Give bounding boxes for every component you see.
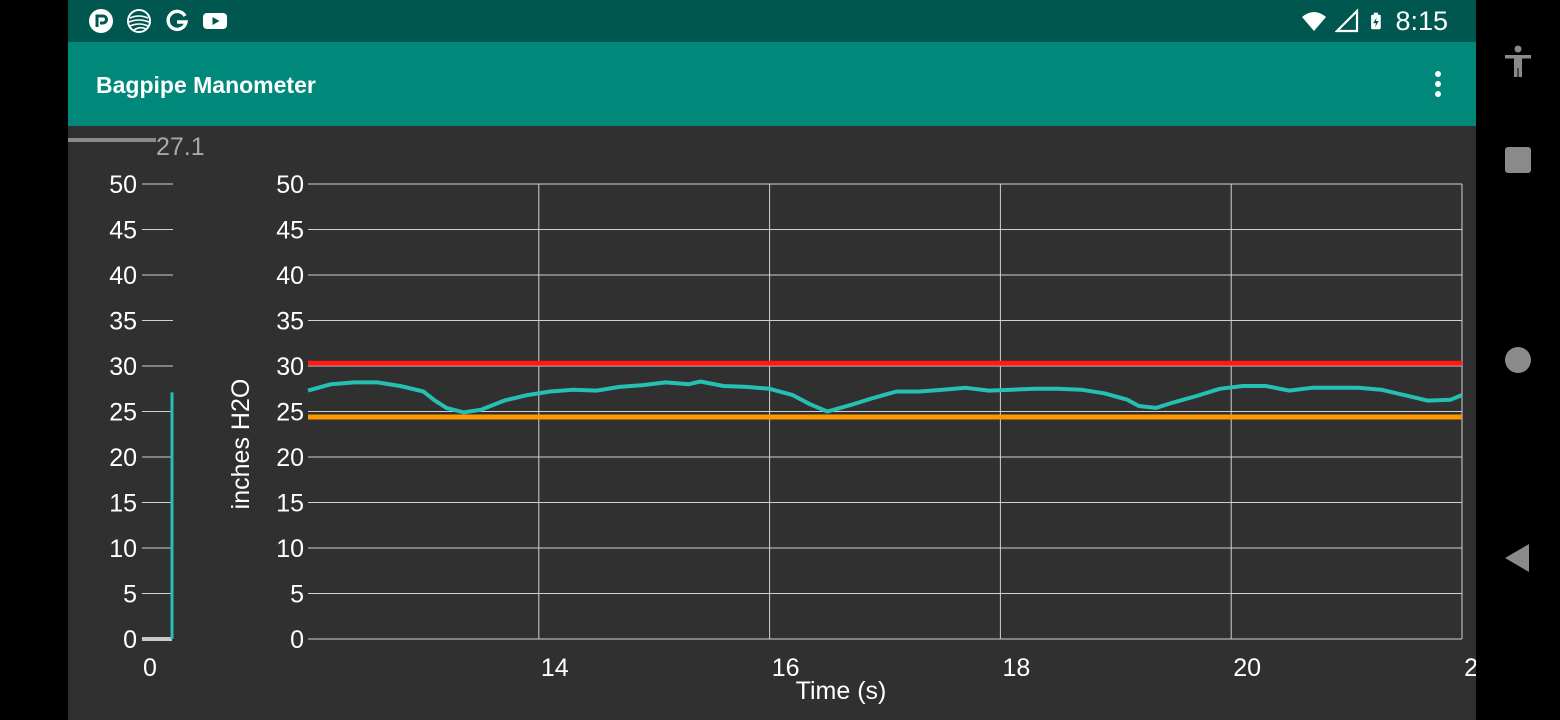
content-area: 27.1 0 5 10 15 20 25 30 35 40 45 50 0 0 5 10 15 20 25 30… — [68, 126, 1476, 720]
chart-x-axis: 14 16 18 20 22 — [541, 654, 1476, 682]
gauge-tick-label: 45 — [109, 217, 137, 245]
back-triangle-icon[interactable] — [1500, 540, 1536, 576]
app-title: Bagpipe Manometer — [96, 72, 316, 98]
x-axis-label: Time (s) — [796, 677, 887, 705]
gauge-tick-label: 40 — [109, 262, 137, 290]
app-r-icon — [89, 9, 113, 33]
google-icon — [166, 9, 189, 32]
y-tick-label: 45 — [276, 217, 304, 245]
phone-screen: 8:15 Bagpipe Manometer 27.1 0 5 10 15 20 25 30… — [68, 0, 1476, 720]
accessibility-icon[interactable] — [1500, 44, 1536, 80]
gauge-tick-label: 35 — [109, 308, 137, 336]
y-tick-label: 25 — [276, 399, 304, 427]
home-circle-icon[interactable] — [1500, 342, 1536, 378]
y-axis-label: inches H2O — [227, 379, 255, 510]
chart-grid — [308, 183, 1463, 640]
gauge-tick-label: 10 — [109, 535, 137, 563]
more-vert-icon[interactable] — [1426, 68, 1450, 102]
gauge-y-axis: 0 5 10 15 20 25 30 35 40 45 50 — [109, 171, 173, 654]
recents-square-icon[interactable] — [1500, 142, 1536, 178]
manometer-chart: 27.1 0 5 10 15 20 25 30 35 40 45 50 0 0 5 10 15 20 25 30… — [68, 133, 1476, 705]
gauge-tick-label: 20 — [109, 444, 137, 472]
pressure-series-line — [307, 379, 1463, 415]
y-tick-label: 50 — [276, 171, 304, 199]
gauge-value-label: 27.1 — [156, 133, 205, 161]
gauge-tick-label: 30 — [109, 353, 137, 381]
x-tick-label: 20 — [1233, 654, 1261, 682]
gauge-x-tick-label: 0 — [143, 654, 157, 682]
signal-icon — [1335, 8, 1359, 33]
y-tick-label: 35 — [276, 308, 304, 336]
status-bar: 8:15 — [68, 0, 1476, 42]
y-tick-label: 5 — [290, 581, 304, 609]
clock: 8:15 — [1395, 6, 1448, 36]
pressure-series-points — [307, 381, 1463, 413]
youtube-icon — [203, 13, 227, 29]
gauge-tick-label: 25 — [109, 399, 137, 427]
y-tick-label: 20 — [276, 444, 304, 472]
y-tick-label: 0 — [290, 626, 304, 654]
app-bar: Bagpipe Manometer — [68, 42, 1476, 126]
gauge-tick-label: 0 — [123, 626, 137, 654]
x-tick-label: 22 — [1464, 654, 1476, 682]
gauge-panel: 27.1 0 5 10 15 20 25 30 35 40 45 50 0 — [68, 133, 205, 682]
x-tick-label: 18 — [1002, 654, 1030, 682]
x-tick-label: 14 — [541, 654, 569, 682]
globe-icon — [127, 9, 151, 33]
gauge-tick-label: 50 — [109, 171, 137, 199]
gauge-tick-label: 15 — [109, 490, 137, 518]
x-tick-label: 16 — [772, 654, 800, 682]
chart-y-axis: 0 5 10 15 20 25 30 35 40 45 50 — [276, 171, 304, 654]
y-tick-label: 10 — [276, 535, 304, 563]
y-tick-label: 30 — [276, 353, 304, 381]
navigation-bar — [1476, 0, 1560, 720]
y-tick-label: 15 — [276, 490, 304, 518]
wifi-icon — [1302, 12, 1327, 31]
battery-charging-icon — [1371, 12, 1382, 30]
y-tick-label: 40 — [276, 262, 304, 290]
gauge-tick-label: 5 — [123, 581, 137, 609]
limit-lines — [308, 360, 1462, 420]
